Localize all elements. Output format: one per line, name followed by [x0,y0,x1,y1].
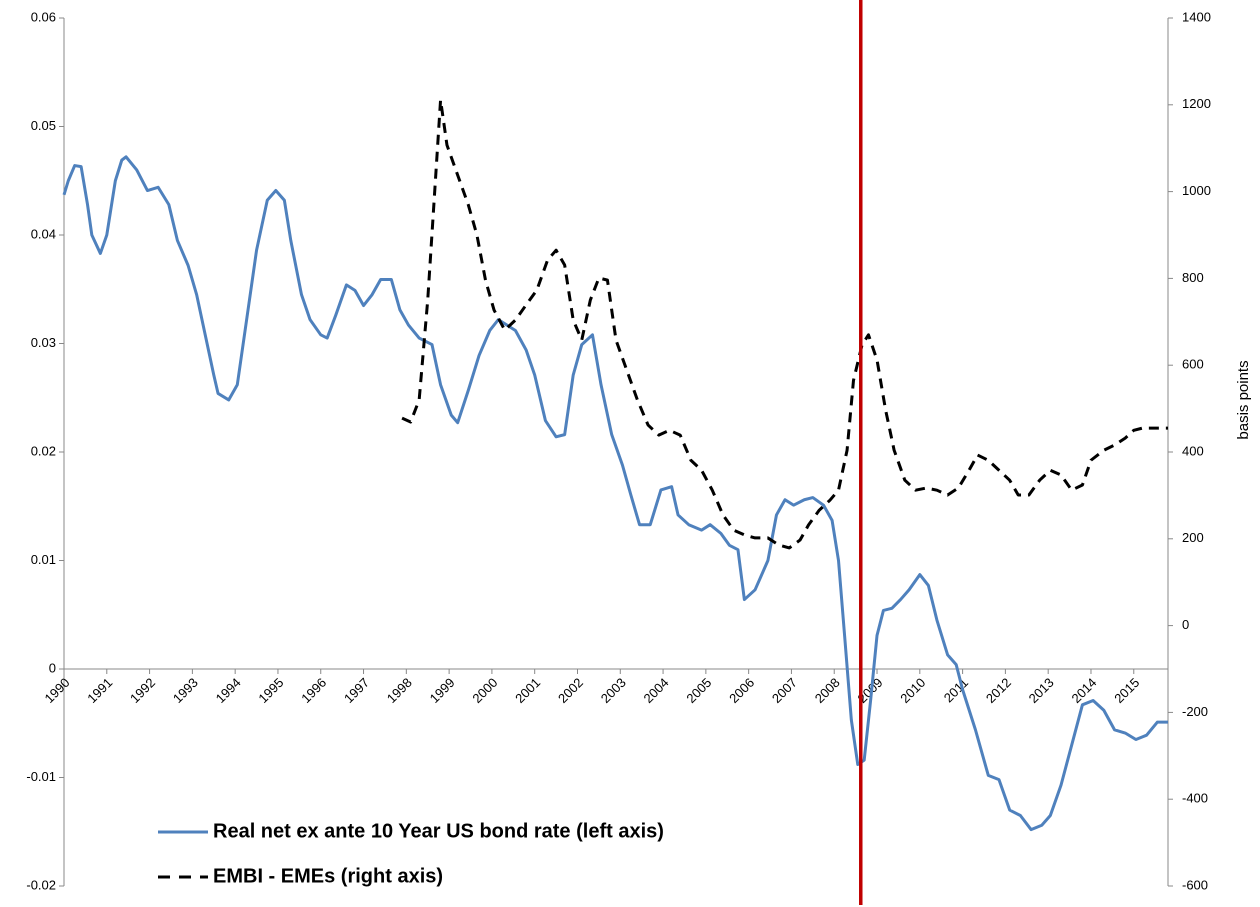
x-tick-label: 1993 [170,675,201,706]
x-tick-label: 2012 [983,675,1014,706]
x-tick-label: 1997 [341,675,372,706]
y2-tick-label: 800 [1182,270,1204,285]
x-tick-label: 1994 [213,675,244,706]
series-line [401,98,1168,550]
x-tick-label: 2002 [555,675,586,706]
x-tick-label: 1996 [298,675,329,706]
x-tick-label: 2000 [469,675,500,706]
x-tick-label: 2005 [683,675,714,706]
y2-tick-label: -400 [1182,791,1208,806]
x-tick-label: 1999 [427,675,458,706]
y-tick-label: 0.01 [31,552,56,567]
y-tick-label: 0.02 [31,443,56,458]
y-tick-label: 0.03 [31,335,56,350]
x-tick-label: 1990 [41,675,72,706]
x-tick-label: 2013 [1026,675,1057,706]
x-tick-label: 2006 [726,675,757,706]
y-tick-label: 0.04 [31,226,56,241]
series-line [62,155,1168,832]
x-tick-label: 1998 [384,675,415,706]
x-tick-label: 1991 [84,675,115,706]
x-tick-label: 2007 [769,675,800,706]
x-tick-label: 1992 [127,675,158,706]
x-tick-label: 2001 [512,675,543,706]
legend-label: EMBI - EMEs (right axis) [213,865,443,887]
y2-tick-label: -600 [1182,877,1208,892]
x-tick-label: 2004 [641,675,672,706]
y2-tick-label: 1400 [1182,9,1211,24]
y-tick-label: -0.01 [26,769,56,784]
x-tick-label: 2010 [897,675,928,706]
legend-label: Real net ex ante 10 Year US bond rate (l… [213,820,664,842]
y2-axis-label: basis points [1235,360,1252,439]
y2-tick-label: 1200 [1182,96,1211,111]
x-tick-label: 2008 [812,675,843,706]
x-tick-label: 1995 [255,675,286,706]
x-tick-label: 2003 [598,675,629,706]
y-tick-label: 0 [49,660,56,675]
y-tick-label: 0.06 [31,9,56,24]
y2-tick-label: 200 [1182,530,1204,545]
y-tick-label: -0.02 [26,877,56,892]
y2-tick-label: 600 [1182,357,1204,372]
x-tick-label: 2015 [1111,675,1142,706]
y2-tick-label: 1000 [1182,183,1211,198]
y2-tick-label: 400 [1182,443,1204,458]
y2-tick-label: 0 [1182,617,1189,632]
y-tick-label: 0.05 [31,118,56,133]
y2-tick-label: -200 [1182,704,1208,719]
